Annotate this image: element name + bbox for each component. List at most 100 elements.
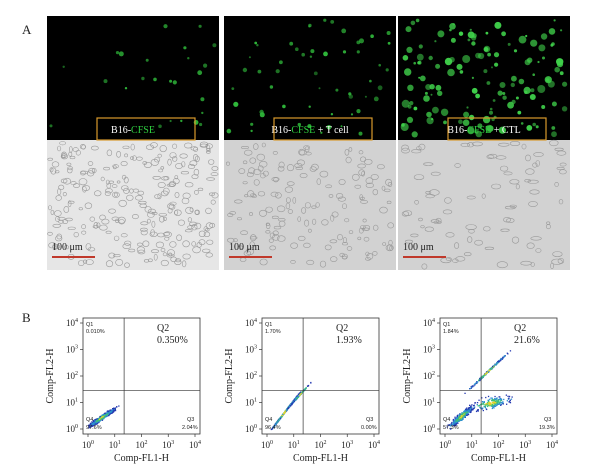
- cell-fluorescence: [199, 122, 203, 127]
- cell: [112, 191, 120, 198]
- cell-fluorescence: [115, 51, 120, 55]
- cell-fluorescence: [526, 125, 533, 131]
- cell: [257, 191, 266, 197]
- cell: [237, 217, 243, 221]
- cell: [445, 232, 455, 238]
- cell-fluorescence: [435, 63, 441, 69]
- event-dot: [466, 413, 468, 415]
- event-dot: [482, 407, 484, 409]
- cell-fluorescence: [313, 71, 318, 76]
- cell: [381, 185, 386, 191]
- cell: [167, 203, 174, 209]
- cell: [366, 252, 374, 260]
- event-dot: [112, 408, 115, 410]
- cell: [209, 192, 216, 196]
- y-tick-label: 100: [245, 424, 257, 434]
- cell: [529, 189, 540, 195]
- cell: [170, 256, 177, 262]
- event-dot: [502, 357, 504, 359]
- cell: [296, 159, 305, 166]
- cell-fluorescence: [551, 101, 557, 107]
- cell-fluorescence: [257, 69, 262, 74]
- event-dot: [96, 418, 98, 420]
- cell: [162, 252, 168, 257]
- event-dot: [455, 424, 458, 426]
- event-dot: [488, 402, 490, 404]
- event-dot: [484, 406, 486, 408]
- cell: [85, 243, 92, 251]
- cell-fluorescence: [350, 113, 354, 116]
- cell: [163, 187, 170, 195]
- cell: [50, 209, 55, 215]
- cell: [401, 147, 410, 154]
- cell: [284, 186, 294, 193]
- event-dot: [454, 424, 457, 426]
- cell: [205, 207, 212, 214]
- event-dot: [286, 409, 288, 411]
- event-dot: [498, 398, 500, 400]
- cell: [174, 175, 179, 180]
- event-dot: [481, 401, 484, 403]
- tick-base: 10: [546, 440, 556, 450]
- event-dot: [299, 394, 301, 396]
- tick-base: 10: [261, 440, 271, 450]
- event-dot: [462, 412, 464, 414]
- event-dot: [490, 403, 492, 405]
- event-dot: [110, 411, 112, 413]
- cell-fluorescence: [124, 87, 128, 90]
- cell-fluorescence: [501, 31, 506, 37]
- cell-fluorescence: [424, 91, 428, 95]
- y-tick-label: 101: [66, 398, 78, 408]
- event-dot: [112, 408, 114, 410]
- cell-fluorescence: [197, 70, 203, 76]
- event-dot: [291, 404, 293, 406]
- cell-fluorescence: [524, 59, 531, 66]
- cell: [199, 141, 209, 148]
- cell: [556, 150, 567, 156]
- x-tick-label: 100: [439, 440, 451, 450]
- cell-fluorescence: [62, 65, 65, 69]
- event-dot: [103, 414, 105, 416]
- cell: [187, 217, 192, 223]
- event-dot: [459, 413, 461, 415]
- cell: [483, 226, 491, 232]
- cell-fluorescence: [450, 37, 456, 43]
- cell: [299, 173, 308, 179]
- cell-fluorescence: [404, 68, 412, 76]
- cell-fluorescence: [502, 92, 506, 95]
- cell: [481, 193, 486, 199]
- tick-exponent: 3: [171, 440, 174, 446]
- event-dot: [103, 416, 105, 418]
- cell: [338, 179, 346, 185]
- event-dot: [105, 416, 107, 418]
- cell: [113, 165, 117, 170]
- cell-fluorescence: [250, 129, 253, 133]
- event-dot: [101, 414, 103, 416]
- event-dot: [463, 411, 466, 413]
- fluorescence-image: [224, 16, 396, 140]
- quadrant-name: Q1: [443, 322, 450, 328]
- cell: [276, 205, 286, 213]
- cell: [329, 239, 338, 244]
- cell: [177, 219, 185, 226]
- cell: [112, 164, 119, 169]
- cell-fluorescence: [537, 60, 540, 64]
- cell: [208, 159, 215, 165]
- cell: [87, 247, 96, 252]
- event-dot: [485, 404, 487, 406]
- event-dot: [113, 407, 115, 409]
- cell: [135, 195, 144, 201]
- cell: [425, 194, 435, 199]
- tick-exponent: 3: [75, 345, 78, 351]
- cell: [241, 146, 250, 150]
- cell: [454, 163, 461, 168]
- cell-fluorescence: [520, 122, 524, 125]
- event-dot: [494, 395, 496, 398]
- y-tick-label: 104: [245, 318, 257, 328]
- event-dot: [452, 421, 455, 424]
- event-dot: [282, 414, 284, 416]
- panel-label: A: [22, 22, 32, 37]
- event-dot: [288, 406, 291, 408]
- event-dot: [506, 400, 508, 402]
- cell-fluorescence: [335, 88, 339, 92]
